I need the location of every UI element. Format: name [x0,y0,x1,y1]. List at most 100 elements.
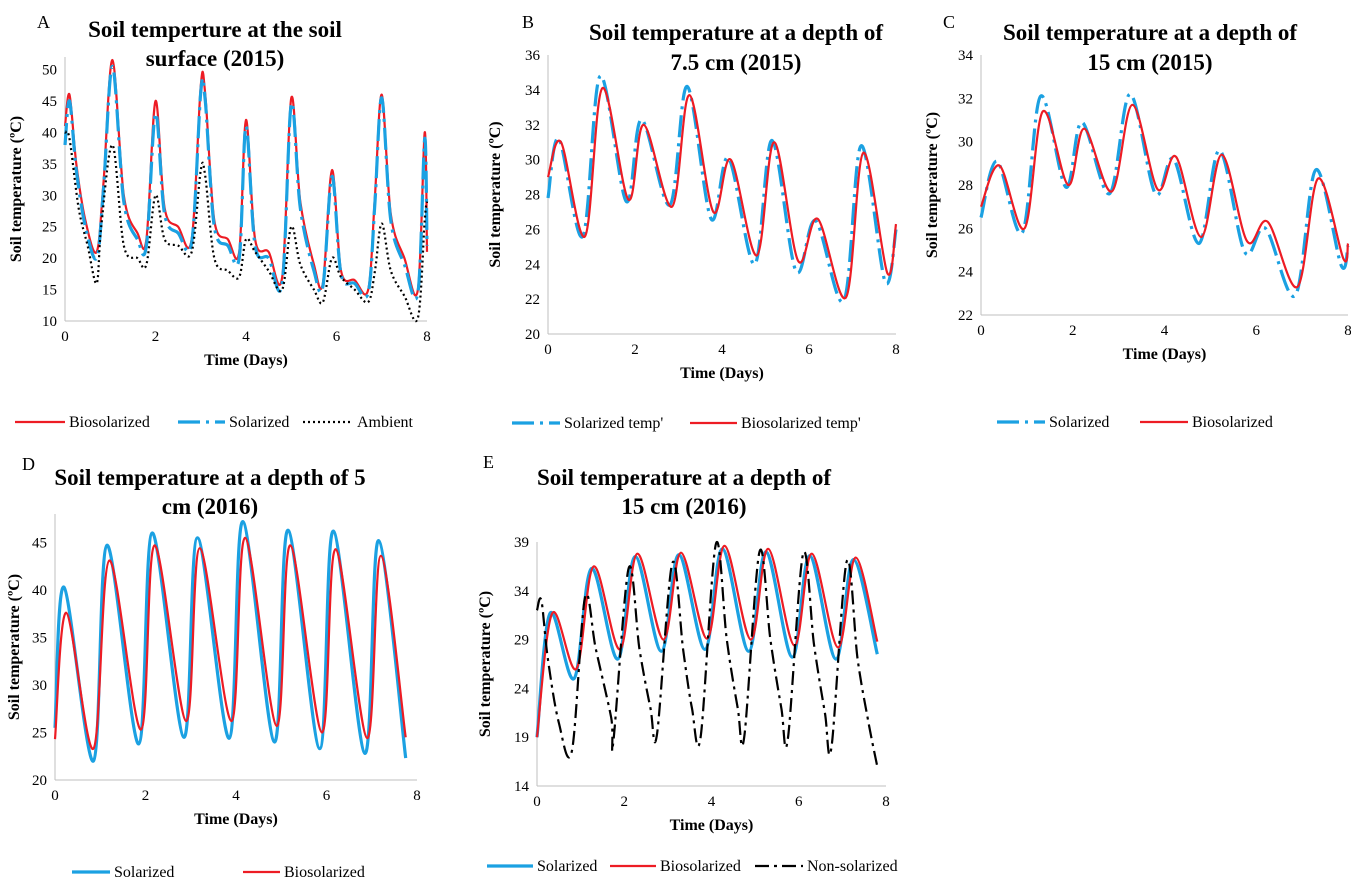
legend-label: Biosolarized [284,864,365,881]
x-tick-label: 4 [708,794,716,810]
chart-panel-e: E Soil temperature at a depth of 15 cm (20… [477,452,898,875]
y-tick-label: 20 [525,327,540,343]
series-line-biosolarized [63,58,429,297]
legend-label: Biosolarized [660,858,741,875]
panel-letter: B [522,12,534,32]
x-tick-label: 0 [544,342,552,358]
y-axis-label: Soil temperature (ºC) [477,591,494,737]
y-axis-label: Soil temperature (ºC) [6,574,23,720]
y-tick-label: 26 [525,222,541,238]
chart-panel-a: A Soil temperture at the soil surface (201… [8,12,431,431]
x-tick-label: 0 [533,794,541,810]
y-tick-label: 28 [525,188,540,204]
series-line-ambient [63,130,429,322]
x-axis-label: Time (Days) [680,365,764,382]
x-tick-label: 8 [892,342,900,358]
y-tick-label: 35 [42,157,57,173]
legend-label: Solarized [229,414,289,431]
x-tick-label: 4 [1161,323,1169,339]
x-tick-label: 4 [232,788,240,804]
series-line-solarized [535,547,879,738]
y-tick-label: 40 [32,583,47,599]
y-tick-label: 40 [42,125,57,141]
legend-label: Biosolarized [69,414,150,431]
chart-panel-b: B Soil temperature at a depth of 7.5 cm (2… [487,12,900,432]
x-tick-label: 2 [142,788,150,804]
y-axis-label: Soil temperature (ºC) [924,112,941,258]
x-tick-label: 8 [1344,323,1351,339]
y-tick-label: 28 [958,178,973,194]
x-tick-label: 6 [323,788,331,804]
y-tick-label: 45 [32,536,47,552]
y-tick-label: 34 [958,48,974,64]
chart-title-line: cm (2016) [162,494,258,519]
series-line-biosolarized [53,536,407,750]
y-tick-label: 19 [514,730,529,746]
legend-label: Biosolarized temp' [741,415,861,432]
x-tick-label: 6 [1253,323,1261,339]
y-tick-label: 45 [42,94,57,110]
x-tick-label: 8 [413,788,421,804]
y-tick-label: 30 [32,678,47,694]
y-axis-label: Soil temperature (ºC) [487,121,504,267]
y-tick-label: 24 [514,681,530,697]
series-line-biosolarized [979,103,1350,289]
x-tick-label: 6 [805,342,813,358]
y-tick-label: 10 [42,314,57,330]
chart-title-line: 7.5 cm (2015) [671,50,802,75]
series-line-solarized [979,92,1350,298]
y-tick-label: 25 [32,726,47,742]
x-tick-label: 0 [977,323,985,339]
legend-label: Ambient [357,414,414,431]
y-tick-label: 29 [514,633,529,649]
y-tick-label: 25 [42,220,57,236]
x-tick-label: 4 [242,329,250,345]
series-line-non-solarized [535,540,879,767]
chart-title-line: Soil temperture at the soil [88,17,342,42]
y-tick-label: 30 [42,188,57,204]
y-axis-label: Soil temperature (ºC) [8,116,25,262]
y-tick-label: 50 [42,63,57,79]
y-tick-label: 39 [514,535,529,551]
legend-label: Solarized [537,858,597,875]
chart-title-line: Soil temperature at a depth of [537,465,831,490]
x-axis-label: Time (Days) [194,811,278,828]
legend-label: Solarized [114,864,174,881]
y-tick-label: 30 [525,153,540,169]
series-line-solarized [63,64,429,301]
panel-letter: C [943,12,955,32]
y-tick-label: 34 [525,83,541,99]
y-tick-label: 14 [514,779,530,795]
x-tick-label: 6 [795,794,803,810]
chart-title-line: Soil temperature at a depth of [1003,20,1297,45]
y-tick-label: 24 [525,257,541,273]
x-tick-label: 8 [882,794,890,810]
chart-panel-d: D Soil temperature at a depth of 5 cm (201… [6,454,421,881]
chart-title-line: 15 cm (2016) [621,494,746,519]
y-tick-label: 15 [42,283,57,299]
y-tick-label: 30 [958,135,973,151]
series-line-biosolarized-temp [546,86,898,300]
panel-letter: A [37,12,50,32]
x-tick-label: 0 [51,788,59,804]
x-axis-label: Time (Days) [1123,346,1207,363]
panel-letter: D [22,454,35,474]
x-tick-label: 2 [152,329,160,345]
x-axis-label: Time (Days) [204,352,288,369]
series-line-solarized-temp [546,74,898,304]
chart-panel-c: C Soil temperature at a depth of 15 cm (20… [924,12,1351,431]
legend-label: Non-solarized [807,858,898,875]
legend-label: Biosolarized [1192,414,1273,431]
series-line-biosolarized [535,544,879,738]
y-tick-label: 24 [958,265,974,281]
series-line-solarized [53,519,408,763]
y-tick-label: 22 [958,308,973,324]
x-tick-label: 8 [423,329,431,345]
chart-title-line: surface (2015) [146,46,285,71]
y-tick-label: 20 [32,773,47,789]
panel-letter: E [483,452,494,472]
legend-label: Solarized temp' [564,415,663,432]
y-tick-label: 36 [525,48,541,64]
y-tick-label: 20 [42,251,57,267]
